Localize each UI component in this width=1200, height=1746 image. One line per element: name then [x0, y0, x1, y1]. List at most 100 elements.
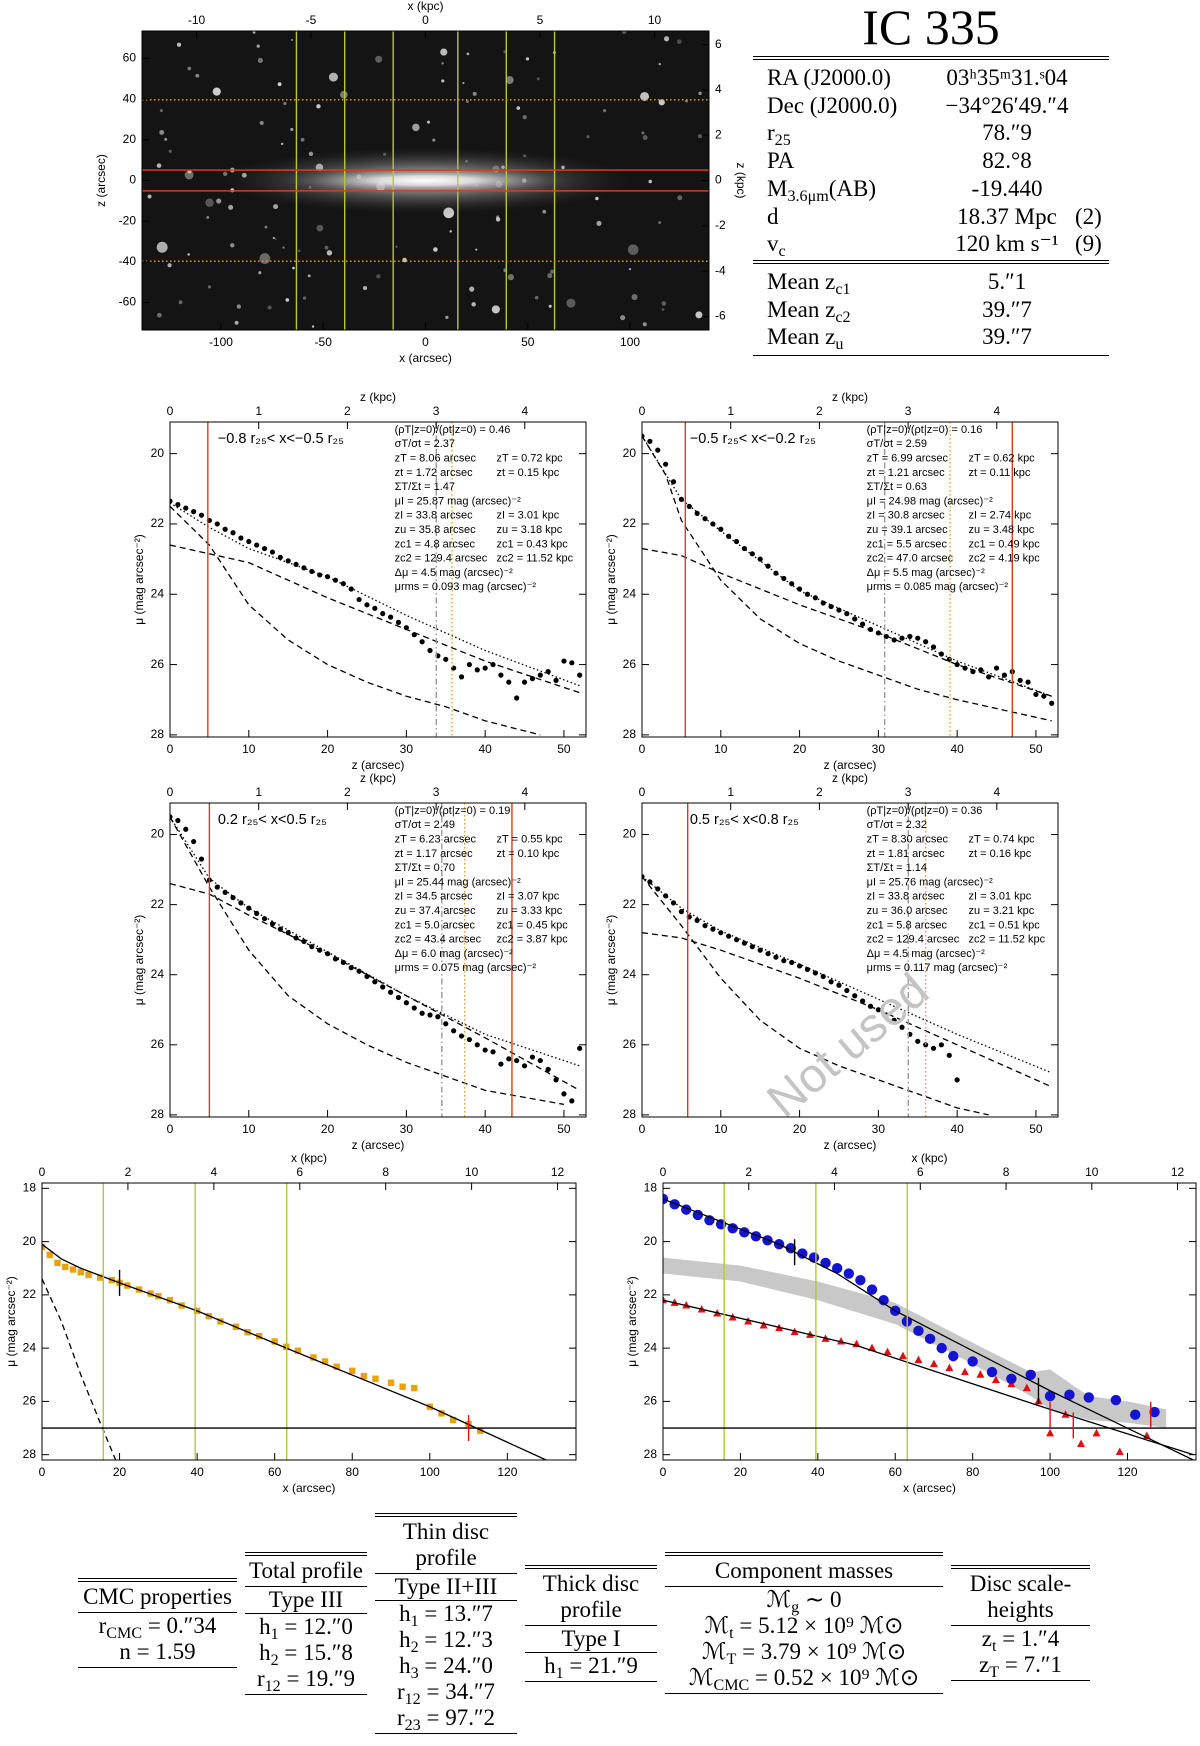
x-tick-label: 80: [346, 1465, 360, 1479]
fit-annotation: zt = 0.15 kpc: [497, 467, 560, 479]
data-point: [655, 886, 661, 892]
fit-annotation: zu = 39.1 arcsec: [867, 524, 949, 536]
star: [516, 106, 521, 110]
data-point: [577, 672, 583, 678]
data-point: [663, 1193, 669, 1205]
y2-tick-label: 2: [715, 127, 722, 141]
table-header: Component masses: [665, 1556, 943, 1587]
property-value: 39.″7: [982, 296, 1032, 322]
star: [187, 253, 190, 256]
x-tick-label: 100: [620, 335, 640, 349]
star: [698, 91, 702, 96]
rule: [753, 259, 1109, 264]
x2-tick-label: 3: [905, 404, 912, 418]
label-main: Dec (J2000.0): [767, 92, 898, 118]
data-point: [309, 568, 315, 575]
x-tick-label: 40: [811, 1465, 825, 1479]
star: [462, 81, 465, 85]
x2-tick-label: -10: [188, 13, 206, 27]
property-row: PA 82.°8: [753, 147, 1109, 175]
y-tick-label: 20: [644, 1234, 658, 1248]
data-point: [388, 614, 394, 620]
x2-tick-label: 5: [537, 13, 544, 27]
data-point: [222, 889, 228, 895]
star: [412, 123, 420, 132]
fit-annotation: Δμ = 4.5 mag (arcsec)⁻²: [395, 567, 514, 579]
fit-annotation: μrms = 0.075 mag (arcsec)⁻²: [395, 962, 537, 974]
property-label: PA: [767, 147, 939, 175]
star: [433, 247, 438, 252]
property-row: vc 120 km s⁻¹ (9): [753, 230, 1109, 259]
star: [195, 73, 200, 78]
data-point: [915, 1038, 921, 1044]
x-tick-label: 20: [321, 742, 335, 756]
star: [205, 198, 214, 207]
x-tick-label: 50: [1029, 742, 1043, 756]
data-point: [938, 651, 944, 657]
star: [542, 209, 547, 214]
data-point: [387, 1379, 395, 1386]
table-row: n = 1.59: [78, 1639, 237, 1665]
x2-tick-label: 2: [816, 404, 823, 418]
data-point: [427, 647, 433, 654]
data-point: [388, 989, 394, 995]
table-body: h1 = 12.″0 h2 = 15.″8 r12 = 19.″9: [245, 1614, 367, 1695]
data-point: [946, 656, 952, 662]
label-sub: 12: [264, 1677, 281, 1695]
fit-annotation: zI = 34.5 arcsec: [395, 891, 473, 903]
data-point: [175, 817, 181, 824]
model-line: [170, 544, 580, 694]
data-point: [883, 1347, 892, 1356]
fit-annotation: ΣT/Σt = 0.70: [395, 862, 455, 874]
data-point: [46, 1251, 53, 1259]
fit-annotation: zc1 = 0.43 kpc: [497, 538, 569, 550]
x-axis-label: z (arcsec): [352, 758, 405, 772]
data-point: [569, 1098, 575, 1104]
data-point: [1064, 1389, 1075, 1400]
property-value: 82.°8: [982, 148, 1032, 174]
data-point: [349, 1367, 356, 1374]
label-tail: = 34.″7: [420, 1678, 496, 1704]
data-point: [498, 672, 504, 678]
fit-annotation: zt = 0.10 kpc: [497, 848, 560, 860]
y-tick-label: 22: [623, 516, 637, 530]
data-point: [403, 625, 409, 631]
fit-annotation: zI = 33.8 arcsec: [867, 891, 945, 903]
data-point: [945, 1363, 954, 1372]
x2-tick-label: 3: [905, 785, 912, 799]
star: [316, 104, 321, 109]
y-tick-label: 28: [23, 1447, 37, 1461]
fit-annotation: zc1 = 0.51 kpc: [969, 919, 1041, 931]
star: [157, 312, 162, 318]
data-point: [246, 538, 252, 545]
fit-annotation: zc2 = 47.0 arcsec: [867, 553, 954, 565]
data-point: [411, 1005, 417, 1011]
x-tick-label: 10: [242, 1122, 256, 1136]
fit-annotation: ΣT/Σt = 1.47: [395, 481, 455, 493]
star: [328, 72, 338, 82]
data-point: [545, 1066, 551, 1072]
table-header: Thick disc profile: [525, 1569, 657, 1626]
table-row: r23 = 97.″2: [375, 1705, 517, 1733]
label-tail: ∼ 0: [799, 1587, 842, 1612]
star: [159, 130, 165, 135]
star: [257, 57, 263, 64]
model-line: [663, 1299, 1194, 1456]
data-point: [694, 917, 700, 923]
label-sub: T: [989, 1663, 1000, 1681]
model-line: [663, 1198, 1194, 1460]
fit-annotation: (ρT|z=0)/(ρt|z=0) = 0.19: [395, 805, 511, 817]
data-point: [860, 998, 866, 1004]
fit-annotation: zu = 3.48 kpc: [969, 524, 1035, 536]
y-tick-label: 28: [151, 1107, 165, 1121]
data-point: [781, 575, 787, 582]
y-axis-label: μ (mag arcsec⁻²): [604, 534, 618, 625]
x-axis-label: z (arcsec): [824, 758, 877, 772]
panel-title: 0.5 r₂₅< x<0.8 r₂₅: [690, 812, 799, 828]
fit-annotation: Δμ = 4.5 mag (arcsec)⁻²: [867, 948, 986, 960]
data-point: [198, 512, 205, 518]
data-point: [356, 968, 362, 974]
model-line: [642, 876, 989, 1116]
star: [641, 131, 645, 135]
